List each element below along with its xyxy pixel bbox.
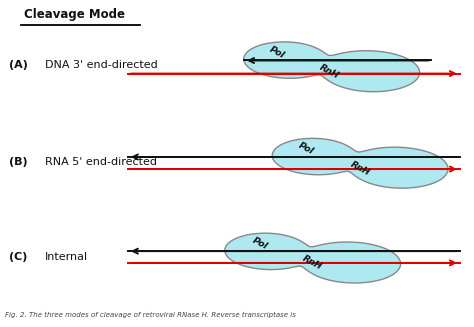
Text: Pol: Pol: [297, 141, 315, 157]
Text: Internal: Internal: [45, 252, 88, 262]
Polygon shape: [225, 233, 401, 283]
Text: (A): (A): [9, 60, 28, 70]
Text: (C): (C): [9, 252, 28, 262]
Text: Pol: Pol: [251, 235, 269, 251]
Text: RnH: RnH: [349, 160, 372, 178]
Text: RnH: RnH: [318, 63, 341, 81]
Polygon shape: [244, 42, 419, 92]
Text: RnH: RnH: [301, 254, 323, 272]
Text: (B): (B): [9, 157, 28, 167]
Text: Cleavage Mode: Cleavage Mode: [24, 8, 125, 21]
Polygon shape: [272, 138, 448, 188]
Text: Pol: Pol: [268, 44, 286, 60]
Text: RNA 5' end-directed: RNA 5' end-directed: [45, 157, 157, 167]
Text: DNA 3' end-directed: DNA 3' end-directed: [45, 60, 158, 70]
Text: Fig. 2. The three modes of cleavage of retroviral RNase H. Reverse transcriptase: Fig. 2. The three modes of cleavage of r…: [5, 312, 296, 318]
